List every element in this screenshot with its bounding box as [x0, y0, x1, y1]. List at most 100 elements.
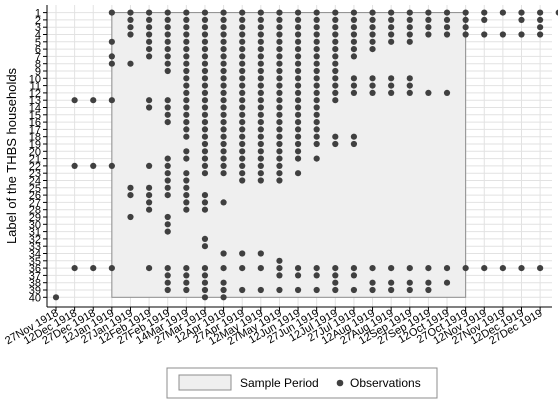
observation-point: [443, 16, 451, 23]
observation-point: [369, 9, 376, 16]
observation-point: [239, 265, 246, 272]
observation-point: [462, 9, 469, 16]
observation-point: [239, 75, 246, 82]
observation-point: [164, 192, 171, 199]
observation-point: [90, 265, 97, 272]
observation-point: [313, 140, 320, 148]
observation-point: [481, 9, 488, 16]
observation-point: [239, 16, 246, 23]
observation-point: [220, 31, 227, 38]
legend: Sample Period Observations: [166, 367, 438, 399]
observation-point: [276, 53, 283, 60]
observation-point: [518, 9, 525, 16]
observation-point: [388, 89, 395, 96]
observation-point: [220, 9, 227, 16]
observation-point: [257, 177, 264, 184]
observation-point: [294, 97, 302, 104]
observation-point: [201, 294, 209, 301]
observation-point: [183, 16, 190, 23]
observation-point: [201, 206, 209, 213]
observation-point: [425, 265, 432, 272]
observation-point: [332, 16, 339, 23]
observation-point: [462, 31, 469, 38]
observation-point: [257, 60, 264, 67]
y-tick-label: 38: [29, 278, 41, 290]
observation-point: [146, 9, 153, 16]
observation-point: [220, 60, 227, 67]
observation-point: [332, 31, 339, 38]
observation-point: [220, 89, 227, 96]
observation-point: [276, 31, 283, 38]
observation-point: [220, 199, 227, 206]
y-tick-label: 22: [29, 161, 41, 173]
observation-point: [239, 111, 246, 118]
observation-point: [276, 16, 283, 23]
y-tick-label: 36: [29, 263, 41, 275]
observation-point: [313, 16, 320, 23]
observation-point: [220, 155, 227, 162]
observation-point: [294, 265, 302, 272]
y-tick-label: 19: [29, 139, 41, 151]
observation-point: [425, 89, 432, 96]
observation-point: [220, 38, 227, 45]
y-tick-labels: 1234567891011121314151617181920212223242…: [29, 8, 47, 304]
observation-point: [294, 286, 302, 294]
observation-point: [90, 162, 97, 169]
observation-point: [257, 82, 264, 89]
observation-point: [201, 111, 209, 118]
observation-point: [164, 46, 171, 53]
observation-point: [313, 9, 320, 16]
observation-point: [183, 31, 190, 38]
observation-point: [350, 89, 358, 96]
observation-point: [388, 38, 395, 45]
y-tick-label: 17: [29, 124, 41, 136]
observation-point: [183, 286, 190, 294]
observation-point: [239, 170, 246, 177]
observation-point: [201, 97, 209, 104]
observation-point: [443, 24, 451, 31]
y-tick-label: 25: [29, 183, 41, 195]
observation-point: [294, 24, 302, 31]
y-tick-label: 29: [29, 212, 41, 224]
observation-point: [499, 9, 506, 16]
observation-point: [332, 53, 339, 60]
observation-point: [294, 53, 302, 60]
observation-point: [332, 133, 339, 140]
observation-point: [406, 265, 413, 272]
observation-point: [201, 126, 209, 133]
observation-point: [239, 162, 246, 169]
observation-point: [369, 89, 376, 96]
observation-point: [425, 24, 432, 31]
observation-point: [127, 184, 134, 191]
observation-point: [276, 97, 283, 104]
observation-point: [146, 162, 153, 169]
observation-point: [146, 16, 153, 23]
observation-point: [183, 155, 190, 162]
observation-point: [369, 16, 376, 23]
observation-point: [239, 46, 246, 53]
y-tick-label: 37: [29, 270, 41, 282]
observation-point: [201, 89, 209, 96]
observation-point: [406, 286, 413, 294]
observation-point: [257, 286, 264, 294]
observation-point: [164, 265, 171, 272]
observation-point: [388, 9, 395, 16]
y-tick-label: 28: [29, 205, 41, 217]
observation-point: [294, 111, 302, 118]
observation-point: [183, 272, 190, 279]
y-tick-label: 23: [29, 168, 41, 180]
y-tick-label: 27: [29, 197, 41, 209]
observation-point: [332, 265, 339, 272]
observation-point: [369, 38, 376, 45]
observation-point: [201, 286, 209, 294]
observation-point: [164, 24, 171, 31]
observation-point: [164, 111, 171, 118]
observation-point: [537, 31, 544, 38]
observation-point: [257, 53, 264, 60]
observation-point: [220, 162, 227, 169]
y-tick-label: 34: [29, 249, 41, 261]
observation-point: [276, 89, 283, 96]
y-tick-label: 24: [29, 176, 41, 188]
observation-point: [183, 119, 190, 126]
observation-point: [350, 272, 358, 279]
